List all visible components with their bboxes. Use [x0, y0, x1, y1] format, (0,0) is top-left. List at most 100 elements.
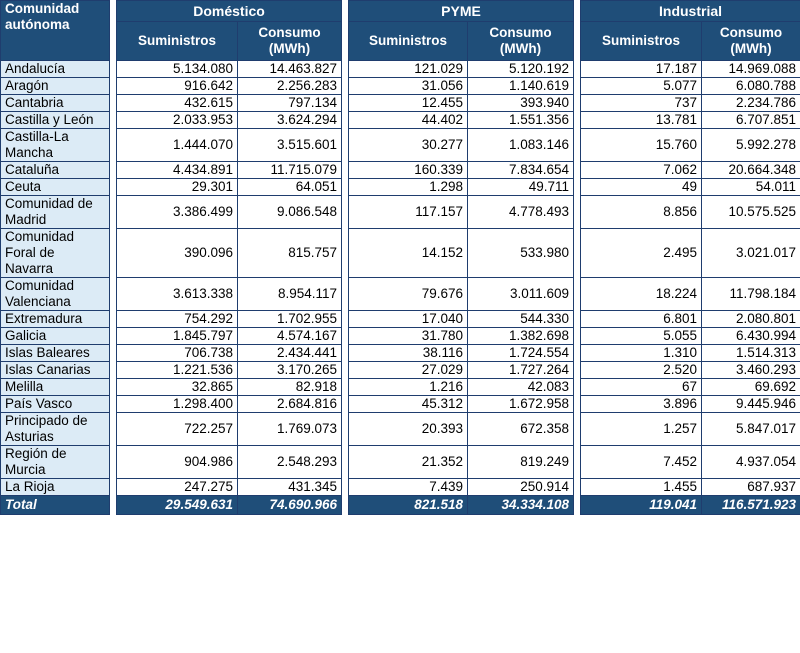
value-cell: 533.980 [467, 228, 575, 278]
value-cell: 2.495 [580, 228, 703, 278]
value-cell: 3.021.017 [701, 228, 800, 278]
value-cell: 42.083 [467, 378, 575, 396]
value-cell: 544.330 [467, 310, 575, 328]
value-cell: 82.918 [236, 378, 343, 396]
value-cell: 2.234.786 [701, 94, 800, 112]
value-cell: 390.096 [116, 228, 238, 278]
value-cell: 1.455 [580, 478, 703, 496]
value-cell: 12.455 [348, 94, 469, 112]
value-cell: 1.672.958 [467, 395, 575, 413]
value-cell: 250.914 [467, 478, 575, 496]
region-name: Islas Canarias [0, 361, 110, 379]
value-cell: 1.382.698 [467, 327, 575, 345]
value-cell: 3.896 [580, 395, 703, 413]
value-cell: 1.221.536 [116, 361, 238, 379]
value-cell: 1.310 [580, 344, 703, 362]
value-cell: 432.615 [116, 94, 238, 112]
value-cell: 722.257 [116, 412, 238, 446]
value-cell: 2.033.953 [116, 111, 238, 129]
value-cell: 30.277 [348, 128, 469, 162]
value-cell: 14.969.088 [701, 60, 800, 78]
value-cell: 904.986 [116, 445, 238, 479]
value-cell: 2.684.816 [236, 395, 343, 413]
total-row: Total 29.549.631 74.690.966 821.518 34.334.1… [0, 495, 800, 515]
value-cell: 3.170.265 [236, 361, 343, 379]
value-cell: 3.386.499 [116, 195, 238, 229]
value-cell: 67 [580, 378, 703, 396]
value-cell: 2.080.801 [701, 310, 800, 328]
value-cell: 34.334.108 [467, 495, 575, 515]
value-cell: 20.393 [348, 412, 469, 446]
value-cell: 1.083.146 [467, 128, 575, 162]
value-cell: 20.664.348 [701, 161, 800, 179]
value-cell: 819.249 [467, 445, 575, 479]
value-cell: 13.781 [580, 111, 703, 129]
consumption-table: Comunidad autónoma Doméstico PYME Indust… [0, 0, 800, 515]
region-name: País Vasco [0, 395, 110, 413]
table-row: Comunidad Valenciana 3.613.338 8.954.117 79… [0, 277, 800, 311]
total-label: Total [0, 495, 110, 515]
value-cell: 1.514.313 [701, 344, 800, 362]
value-cell: 1.140.619 [467, 77, 575, 95]
value-cell: 31.780 [348, 327, 469, 345]
region-name: Principado de Asturias [0, 412, 110, 446]
value-cell: 4.937.054 [701, 445, 800, 479]
value-cell: 10.575.525 [701, 195, 800, 229]
value-cell: 737 [580, 94, 703, 112]
value-cell: 29.549.631 [116, 495, 238, 515]
value-cell: 1.257 [580, 412, 703, 446]
region-name: Islas Baleares [0, 344, 110, 362]
value-cell: 7.062 [580, 161, 703, 179]
value-cell: 44.402 [348, 111, 469, 129]
value-cell: 119.041 [580, 495, 703, 515]
value-cell: 1.727.264 [467, 361, 575, 379]
region-name: Melilla [0, 378, 110, 396]
value-cell: 54.011 [701, 178, 800, 196]
value-cell: 2.256.283 [236, 77, 343, 95]
subheader-suministros: Suministros [116, 21, 238, 61]
value-cell: 8.856 [580, 195, 703, 229]
value-cell: 5.134.080 [116, 60, 238, 78]
value-cell: 6.707.851 [701, 111, 800, 129]
table-row: Islas Baleares 706.738 2.434.441 38.116 1.72… [0, 344, 800, 362]
value-cell: 45.312 [348, 395, 469, 413]
value-cell: 1.724.554 [467, 344, 575, 362]
group-header-domestico: Doméstico [115, 0, 343, 22]
table-row: Andalucía 5.134.080 14.463.827 121.029 5.120… [0, 60, 800, 78]
value-cell: 5.847.017 [701, 412, 800, 446]
table-row: Ceuta 29.301 64.051 1.298 49.711 49 54.011 [0, 178, 800, 196]
value-cell: 916.642 [116, 77, 238, 95]
value-cell: 3.613.338 [116, 277, 238, 311]
value-cell: 11.798.184 [701, 277, 800, 311]
value-cell: 5.992.278 [701, 128, 800, 162]
region-name: Extremadura [0, 310, 110, 328]
value-cell: 6.801 [580, 310, 703, 328]
subheader-consumo: Consumo (MWh) [467, 21, 575, 61]
region-name: Cantabria [0, 94, 110, 112]
region-name: La Rioja [0, 478, 110, 496]
value-cell: 754.292 [116, 310, 238, 328]
value-cell: 797.134 [236, 94, 343, 112]
value-cell: 21.352 [348, 445, 469, 479]
value-cell: 4.434.891 [116, 161, 238, 179]
value-cell: 14.463.827 [236, 60, 343, 78]
value-cell: 393.940 [467, 94, 575, 112]
value-cell: 117.157 [348, 195, 469, 229]
value-cell: 18.224 [580, 277, 703, 311]
value-cell: 3.515.601 [236, 128, 343, 162]
region-name: Comunidad Valenciana [0, 277, 110, 311]
value-cell: 3.624.294 [236, 111, 343, 129]
value-cell: 1.216 [348, 378, 469, 396]
value-cell: 3.011.609 [467, 277, 575, 311]
value-cell: 38.116 [348, 344, 469, 362]
value-cell: 821.518 [348, 495, 469, 515]
value-cell: 5.055 [580, 327, 703, 345]
subheader-consumo: Consumo (MWh) [236, 21, 343, 61]
value-cell: 11.715.079 [236, 161, 343, 179]
value-cell: 14.152 [348, 228, 469, 278]
table-row: Galicia 1.845.797 4.574.167 31.780 1.382.698… [0, 327, 800, 345]
value-cell: 431.345 [236, 478, 343, 496]
value-cell: 49 [580, 178, 703, 196]
value-cell: 121.029 [348, 60, 469, 78]
region-column-header: Comunidad autónoma [0, 0, 110, 61]
